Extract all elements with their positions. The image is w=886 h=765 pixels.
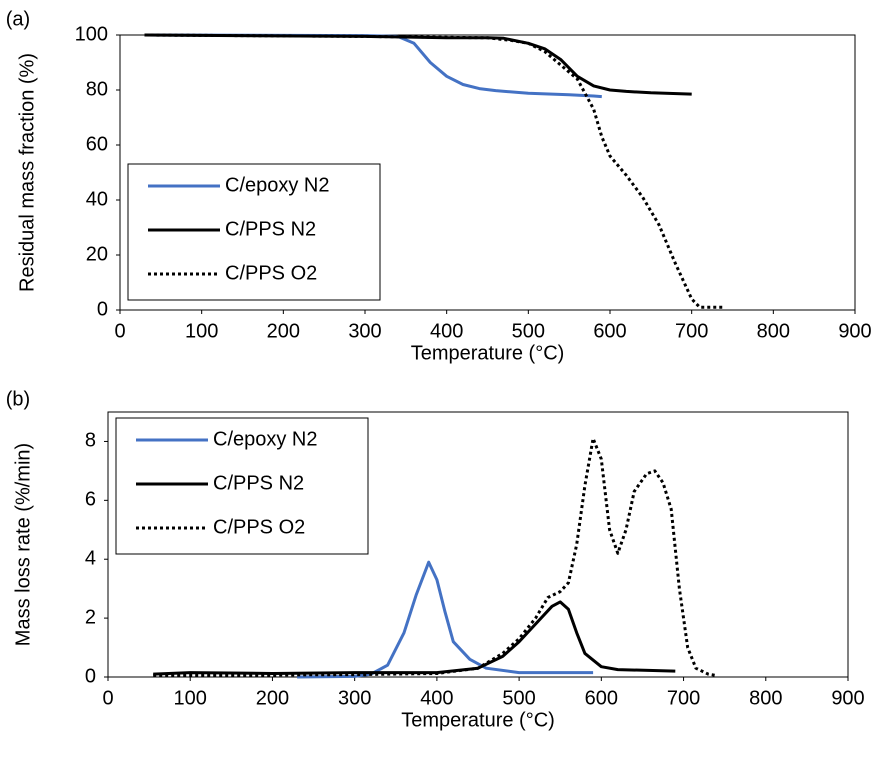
- legend-label: C/PPS O2: [225, 262, 317, 284]
- x-tick-label: 200: [267, 320, 300, 342]
- data-line: [153, 437, 717, 677]
- x-tick-label: 100: [185, 320, 218, 342]
- x-tick-label: 200: [256, 687, 289, 709]
- y-tick-label: 80: [86, 78, 108, 100]
- data-line: [297, 560, 594, 679]
- panel-label: (a): [6, 8, 30, 30]
- panel-label: (b): [6, 388, 30, 410]
- x-tick-label: 800: [757, 320, 790, 342]
- x-axis-title: Temperature (°C): [401, 709, 555, 731]
- y-tick-label: 0: [97, 298, 108, 320]
- x-tick-label: 100: [174, 687, 207, 709]
- legend-box: [127, 163, 381, 301]
- x-tick-label: 500: [502, 687, 535, 709]
- x-tick-label: 900: [831, 687, 864, 709]
- legend-label: C/epoxy N2: [213, 428, 318, 450]
- y-tick-label: 0: [85, 665, 96, 687]
- x-tick-label: 400: [430, 320, 463, 342]
- x-axis-title: Temperature (°C): [411, 342, 565, 364]
- x-tick-label: 600: [593, 320, 626, 342]
- x-tick-label: 400: [420, 687, 453, 709]
- x-tick-label: 0: [114, 320, 125, 342]
- x-tick-label: 300: [338, 687, 371, 709]
- y-tick-label: 20: [86, 243, 108, 265]
- x-tick-label: 0: [102, 687, 113, 709]
- y-axis-title: Residual mass fraction (%): [16, 53, 38, 292]
- y-axis-title: Mass loss rate (%/min): [12, 443, 34, 646]
- x-tick-label: 800: [749, 687, 782, 709]
- x-tick-label: 900: [838, 320, 871, 342]
- y-tick-label: 100: [75, 23, 108, 45]
- y-tick-label: 60: [86, 133, 108, 155]
- y-tick-label: 8: [85, 430, 96, 452]
- y-tick-label: 2: [85, 606, 96, 628]
- legend-label: C/epoxy N2: [225, 174, 330, 196]
- legend-label: C/PPS N2: [213, 472, 304, 494]
- x-tick-label: 500: [512, 320, 545, 342]
- x-tick-label: 600: [585, 687, 618, 709]
- y-tick-label: 4: [85, 548, 96, 570]
- x-tick-label: 700: [667, 687, 700, 709]
- plot-frame: [107, 411, 849, 678]
- legend-label: C/PPS N2: [225, 218, 316, 240]
- y-tick-label: 6: [85, 489, 96, 511]
- x-tick-label: 300: [348, 320, 381, 342]
- y-tick-label: 40: [86, 188, 108, 210]
- plot-frame: [119, 34, 856, 311]
- legend-label: C/PPS O2: [213, 516, 305, 538]
- data-line: [144, 33, 725, 309]
- x-tick-label: 700: [675, 320, 708, 342]
- data-line: [144, 33, 692, 96]
- data-line: [153, 600, 676, 676]
